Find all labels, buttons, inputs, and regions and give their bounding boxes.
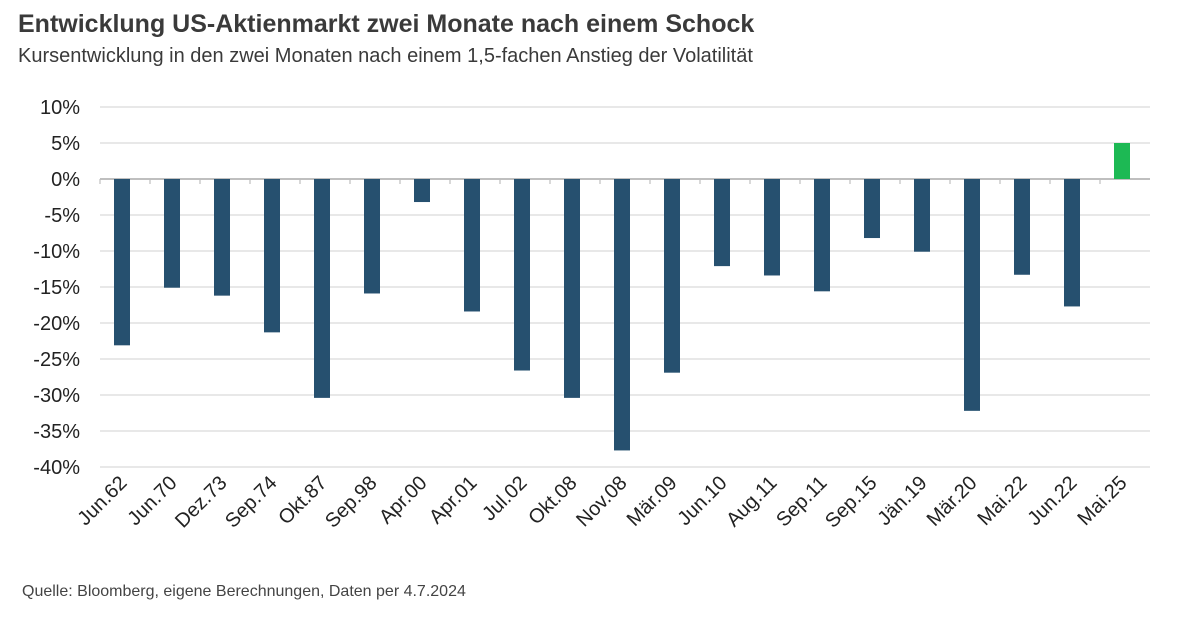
bar-Mai.25 xyxy=(1114,143,1130,179)
x-tick-label: Jul.02 xyxy=(478,472,531,525)
y-tick-label: -15% xyxy=(33,277,80,299)
bar-Sep.98 xyxy=(364,179,380,294)
chart-title: Entwicklung US-Aktienmarkt zwei Monate n… xyxy=(18,10,755,38)
x-tick-label: Aug.11 xyxy=(722,472,781,531)
x-tick-label: Mär.09 xyxy=(623,472,682,531)
x-tick-label: Okt.87 xyxy=(274,472,331,529)
bar-Okt.87 xyxy=(314,179,330,398)
x-tick-label: Dez.73 xyxy=(171,472,231,532)
x-tick-label: Sep.74 xyxy=(221,472,281,532)
x-tick-label: Jun.22 xyxy=(1024,472,1082,530)
bar-Jun.70 xyxy=(164,179,180,288)
bar-Aug.11 xyxy=(764,179,780,276)
x-tick-label: Sep.11 xyxy=(772,472,831,531)
x-tick-label: Mai.22 xyxy=(974,472,1032,530)
y-tick-label: -25% xyxy=(33,349,80,371)
bar-Okt.08 xyxy=(564,179,580,398)
x-tick-label: Okt.08 xyxy=(524,472,581,529)
y-tick-label: 10% xyxy=(40,97,80,119)
x-tick-label: Jän.19 xyxy=(874,472,932,530)
bar-Jun.10 xyxy=(714,179,730,267)
source-note: Quelle: Bloomberg, eigene Berechnungen, … xyxy=(22,583,466,600)
bar-Sep.74 xyxy=(264,179,280,333)
x-tick-label: Mär.20 xyxy=(923,472,982,531)
bar-Sep.11 xyxy=(814,179,830,292)
bar-Dez.73 xyxy=(214,179,230,296)
bar-Apr.00 xyxy=(414,179,430,203)
bar-Mai.22 xyxy=(1014,179,1030,275)
x-tick-label: Sep.98 xyxy=(321,472,381,532)
y-tick-label: -30% xyxy=(33,385,80,407)
x-tick-label: Sep.15 xyxy=(821,472,881,532)
y-tick-label: -40% xyxy=(33,457,80,479)
y-tick-label: -5% xyxy=(44,205,80,227)
x-tick-label: Jun.10 xyxy=(674,472,732,530)
chart-subtitle: Kursentwicklung in den zwei Monaten nach… xyxy=(18,45,753,67)
bar-Apr.01 xyxy=(464,179,480,312)
bar-Nov.08 xyxy=(614,179,630,451)
y-tick-label: -10% xyxy=(33,241,80,263)
y-tick-label: 5% xyxy=(51,133,80,155)
bar-Sep.15 xyxy=(864,179,880,239)
x-tick-label: Nov.08 xyxy=(572,472,631,531)
bar-Mär.20 xyxy=(964,179,980,411)
bar-Jun.22 xyxy=(1064,179,1080,307)
y-tick-label: -35% xyxy=(33,421,80,443)
y-tick-label: -20% xyxy=(33,313,80,335)
x-tick-label: Jun.62 xyxy=(74,472,132,530)
x-tick-label: Apr.01 xyxy=(425,472,481,528)
bar-Mär.09 xyxy=(664,179,680,373)
bar-Jän.19 xyxy=(914,179,930,252)
x-tick-label: Jun.70 xyxy=(124,472,182,530)
y-tick-label: 0% xyxy=(51,169,80,191)
x-tick-label: Mai.25 xyxy=(1074,472,1132,530)
x-tick-label: Apr.00 xyxy=(375,472,431,528)
bar-Jun.62 xyxy=(114,179,130,346)
bar-Jul.02 xyxy=(514,179,530,371)
